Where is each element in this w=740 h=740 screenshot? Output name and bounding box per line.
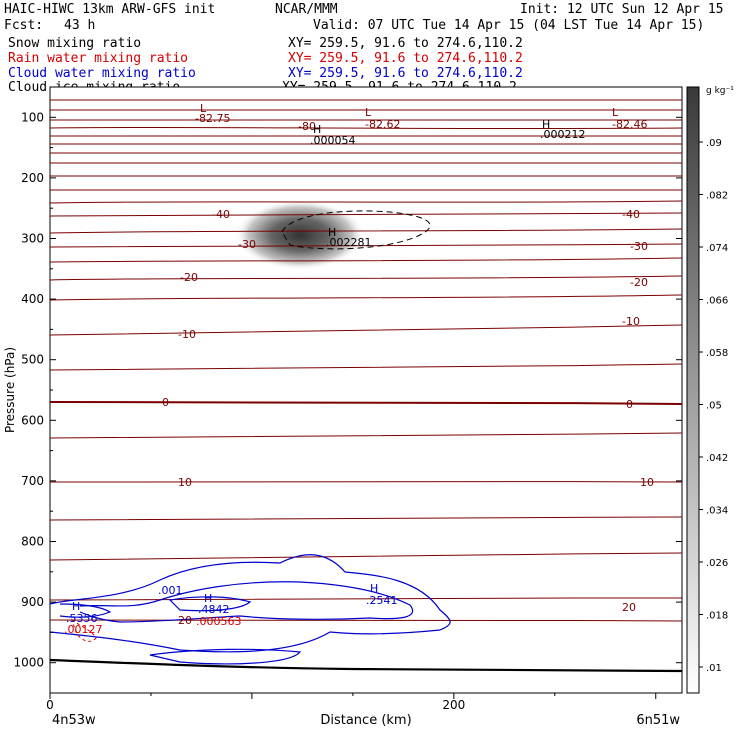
extrema-value: .5356 <box>66 612 98 625</box>
colorbar-tick-label: .026 <box>706 558 728 569</box>
temp-label: -20 <box>180 271 198 284</box>
terrain-line <box>49 658 683 673</box>
ice-extrema-labels: H .000054 H .000212 H .002281 <box>310 118 586 249</box>
field-name-snow: Snow mixing ratio <box>8 36 142 51</box>
y-tick-label: 200 <box>21 171 44 185</box>
forecast-label: Fcst: <box>4 18 44 33</box>
high-marker: H <box>72 600 80 613</box>
y-axis-title: Pressure (hPa) <box>3 347 17 433</box>
init-time: Init: 12 UTC Sun 12 Apr 15 <box>520 2 724 17</box>
plot-title: HAIC-HIWC 13km ARW-GFS init <box>4 2 216 17</box>
y-tick-label: 300 <box>21 232 44 246</box>
temp-label: -10 <box>622 315 640 328</box>
colorbar-tick-label: .042 <box>706 453 728 464</box>
temp-label: 20 <box>622 601 636 614</box>
colorbar-unit: g kg⁻¹ <box>706 86 734 96</box>
colorbar-tick-label: .09 <box>706 138 722 149</box>
extrema-value: .000212 <box>540 128 586 141</box>
colorbar-tick-label: .058 <box>706 348 728 359</box>
colorbar-tick-label: .034 <box>706 506 728 517</box>
colorbar-tick-label: .01 <box>706 663 722 674</box>
extrema-value: .4842 <box>198 603 230 616</box>
high-marker: H <box>313 123 321 136</box>
x-axis-title: Distance (km) <box>320 713 411 728</box>
y-tick-label: 700 <box>21 474 44 488</box>
field-xy-rain: XY= 259.5, 91.6 to 274.6,110.2 <box>288 51 523 66</box>
cloud-ice-contour <box>281 210 431 250</box>
y-tick-label: 1000 <box>13 656 44 670</box>
x-tick-label: 0 <box>46 698 54 712</box>
rain-contour <box>70 618 97 642</box>
y-tick-label: 100 <box>21 110 44 124</box>
field-xy-cloud-water: XY= 259.5, 91.6 to 274.6,110.2 <box>288 66 523 81</box>
temp-label: -82.75 <box>195 112 230 125</box>
temp-label: -82.62 <box>365 118 400 131</box>
y-tick-label: 500 <box>21 353 44 367</box>
temp-label: -82.46 <box>612 118 647 131</box>
colorbar-ticks: .09 .082 .074 .066 .058 .05 .042 .034 .026 .018 .0… <box>699 138 728 674</box>
field-xy-snow: XY= 259.5, 91.6 to 274.6,110.2 <box>288 36 523 51</box>
temp-label: -80 <box>298 120 316 133</box>
field-name-cloud-water: Cloud water mixing ratio <box>8 66 196 81</box>
temp-label: 0 <box>162 396 169 409</box>
y-tick-label: 600 <box>21 413 44 427</box>
organization-label: NCAR/MMM <box>275 2 338 17</box>
x-axis-left-location: 4n53w <box>52 713 96 728</box>
x-tick-label: 200 <box>442 698 465 712</box>
extrema-value: .2541 <box>366 594 398 607</box>
temp-label: 10 <box>640 476 654 489</box>
cloud-water-contours <box>49 554 451 665</box>
temp-label: 20 <box>178 614 192 627</box>
y-tick-label: 900 <box>21 595 44 609</box>
high-marker: H <box>542 118 550 131</box>
high-marker: H <box>204 592 212 605</box>
temp-label: -30 <box>630 240 648 253</box>
colorbar-tick-label: .066 <box>706 296 728 307</box>
temp-label: -40 <box>212 208 230 221</box>
x-axis: 0 200 <box>46 693 657 712</box>
cloud-water-value: .001 <box>158 584 183 597</box>
colorbar-tick-label: .082 <box>706 191 728 202</box>
valid-time: Valid: 07 UTC Tue 14 Apr 15 (04 LST Tue … <box>313 18 705 33</box>
colorbar-tick-label: .074 <box>706 243 728 254</box>
y-tick-label: 800 <box>21 535 44 549</box>
plot-frame <box>49 86 683 694</box>
temp-label: 0 <box>626 398 633 411</box>
low-marker: L <box>365 106 372 119</box>
y-tick-label: 400 <box>21 292 44 306</box>
high-marker: H <box>328 226 336 239</box>
colorbar <box>686 86 700 694</box>
cloud-water-labels: H .5356 .00127 .001 H .4842 .000563 H .2… <box>64 582 398 636</box>
extrema-value: .000563 <box>196 615 242 628</box>
low-marker: L <box>200 102 207 115</box>
temp-label: -40 <box>622 208 640 221</box>
low-marker: L <box>612 106 619 119</box>
temp-label: 10 <box>178 476 192 489</box>
rain-value: .00127 <box>64 623 103 636</box>
high-marker: H <box>370 582 378 595</box>
x-axis-right-location: 6n51w <box>636 713 680 728</box>
colorbar-tick-label: .018 <box>706 611 728 622</box>
temperature-contour-labels: L -82.75 -80 L -82.62 L -82.46 -40 -40 -… <box>162 102 654 627</box>
temp-label: -10 <box>178 328 196 341</box>
field-name-rain: Rain water mixing ratio <box>8 51 189 66</box>
cloud-ice-shading <box>235 200 365 270</box>
extrema-value: .002281 <box>326 236 372 249</box>
temp-label: -30 <box>238 238 256 251</box>
temp-label: -20 <box>630 276 648 289</box>
forecast-hours: 43 h <box>64 18 96 33</box>
extrema-value: .000054 <box>310 134 356 147</box>
colorbar-tick-label: .05 <box>706 401 722 412</box>
